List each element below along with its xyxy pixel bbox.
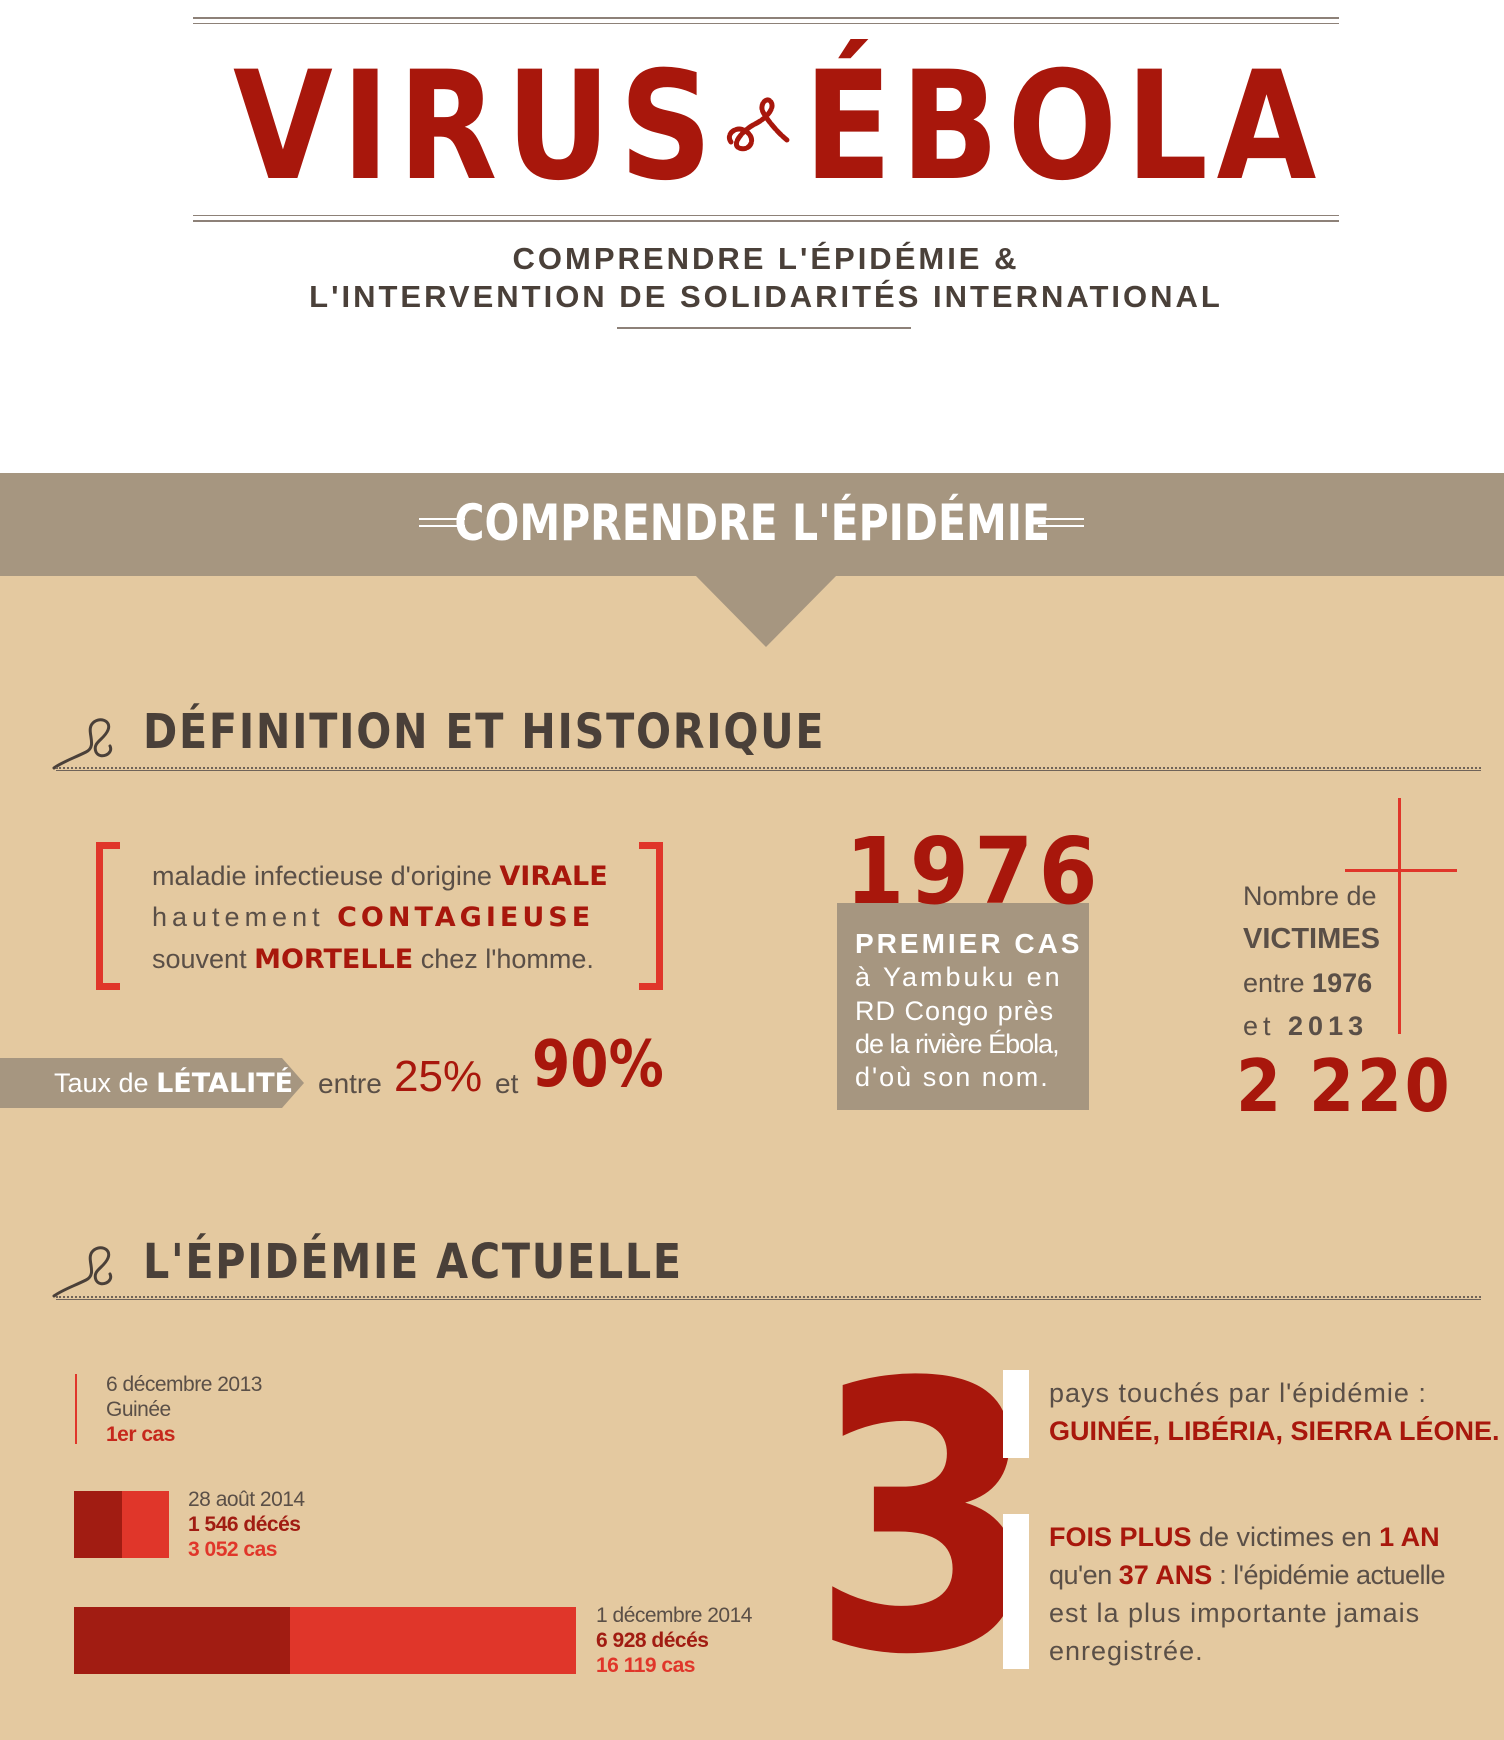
banner-dash-left [419,518,465,527]
bracket-right [639,842,663,990]
fact-2-line-1: FOIS PLUS de victimes en 1 AN [1049,1522,1440,1552]
timeline-2-cases-bar [122,1491,170,1558]
main-title: VIRUS ÉBOLA [193,40,1339,214]
subtitle-underline [617,327,911,329]
first-case-line-3: de la rivière Ébola, [855,1029,1060,1059]
section-divider [56,767,1481,771]
timeline-marker [75,1374,77,1444]
section-heading-definition: DÉFINITION ET HISTORIQUE [143,704,826,760]
header-bottom-rule-thin [193,215,1339,216]
first-case-year: 1976 [845,818,1104,925]
header-top-rule-thin [193,23,1339,24]
definition-line-2: hautement CONTAGIEUSE [152,902,595,933]
timeline-3-cases-bar [289,1607,576,1674]
title-virus: VIRUS [233,40,721,214]
timeline-3-bar [74,1607,576,1674]
lethality-max: 90% [532,1028,664,1102]
section-banner [0,473,1504,576]
bracket-left [96,842,120,990]
lethality-min: 25% [394,1052,483,1101]
rope-ampersand-icon [727,97,790,152]
victims-line-4: et 2013 [1243,1011,1369,1041]
cross-icon-horizontal [1345,869,1457,872]
victims-count: 2 220 [1236,1044,1453,1128]
timeline-3-deaths-bar [74,1607,290,1674]
timeline-3-cases: 16 119 cas [596,1654,695,1677]
banner-dash-right [1038,518,1084,527]
first-case-line-1: à Yambuku en [855,962,1063,992]
fact-1-line-1: pays touchés par l'épidémie : [1049,1378,1427,1408]
header-top-rule [193,17,1339,19]
subtitle-line-1: COMPRENDRE L'ÉPIDÉMIE & [512,241,1020,276]
first-case-line-2: RD Congo près [855,996,1055,1026]
timeline-2-deaths-bar [74,1491,123,1558]
rope-icon [52,1246,113,1298]
definition-line-1: maladie infectieuse d'origine VIRALE [152,861,608,892]
title-ebola: ÉBOLA [803,40,1325,214]
lethality-tag [0,1058,304,1108]
victims-line-3: entre 1976 [1243,968,1373,998]
section-heading-current: L'ÉPIDÉMIE ACTUELLE [143,1234,683,1290]
first-case-line-4: d'où son nom. [855,1062,1050,1092]
victims-line-2: VICTIMES [1243,923,1380,955]
fact-2-line-4: enregistrée. [1049,1636,1204,1666]
timeline-2-date: 28 août 2014 [188,1488,305,1511]
header-bottom-rule [193,220,1339,222]
section-divider [56,1296,1481,1300]
first-case-heading: PREMIER CAS [855,928,1083,959]
timeline-2-deaths: 1 546 décés [188,1513,301,1536]
fact-1-chevron [1003,1370,1029,1458]
banner-arrow [695,575,837,647]
timeline-2-cases: 3 052 cas [188,1538,277,1561]
timeline-3-deaths: 6 928 décés [596,1629,709,1652]
fact-2-line-2: qu'en 37 ANS : l'épidémie actuelle [1049,1560,1446,1590]
lethality-label: Taux de LÉTALITÉ [54,1068,294,1099]
cross-icon-vertical [1398,798,1401,1034]
timeline-2-bar [74,1491,170,1558]
lethality-and: et [495,1068,519,1099]
rope-icon [52,718,113,770]
fact-2-line-3: est la plus importante jamais [1049,1598,1421,1628]
timeline-1-note: 1er cas [106,1423,175,1446]
fact-2-chevron [1003,1514,1029,1669]
banner-title: COMPRENDRE L'ÉPIDÉMIE [454,494,1050,552]
victims-line-1: Nombre de [1243,881,1377,911]
first-case-box [837,903,1089,1110]
timeline-1-date: 6 décembre 2013 [106,1373,262,1396]
fact-1-line-2: GUINÉE, LIBÉRIA, SIERRA LÉONE. [1049,1416,1500,1446]
timeline-3-date: 1 décembre 2014 [596,1604,752,1627]
timeline-1-place: Guinée [106,1398,171,1421]
subtitle-line-2: L'INTERVENTION DE SOLIDARITÉS INTERNATIO… [309,279,1223,314]
definition-line-3: souvent MORTELLE chez l'homme. [152,944,594,975]
lethality-between: entre [318,1068,382,1099]
